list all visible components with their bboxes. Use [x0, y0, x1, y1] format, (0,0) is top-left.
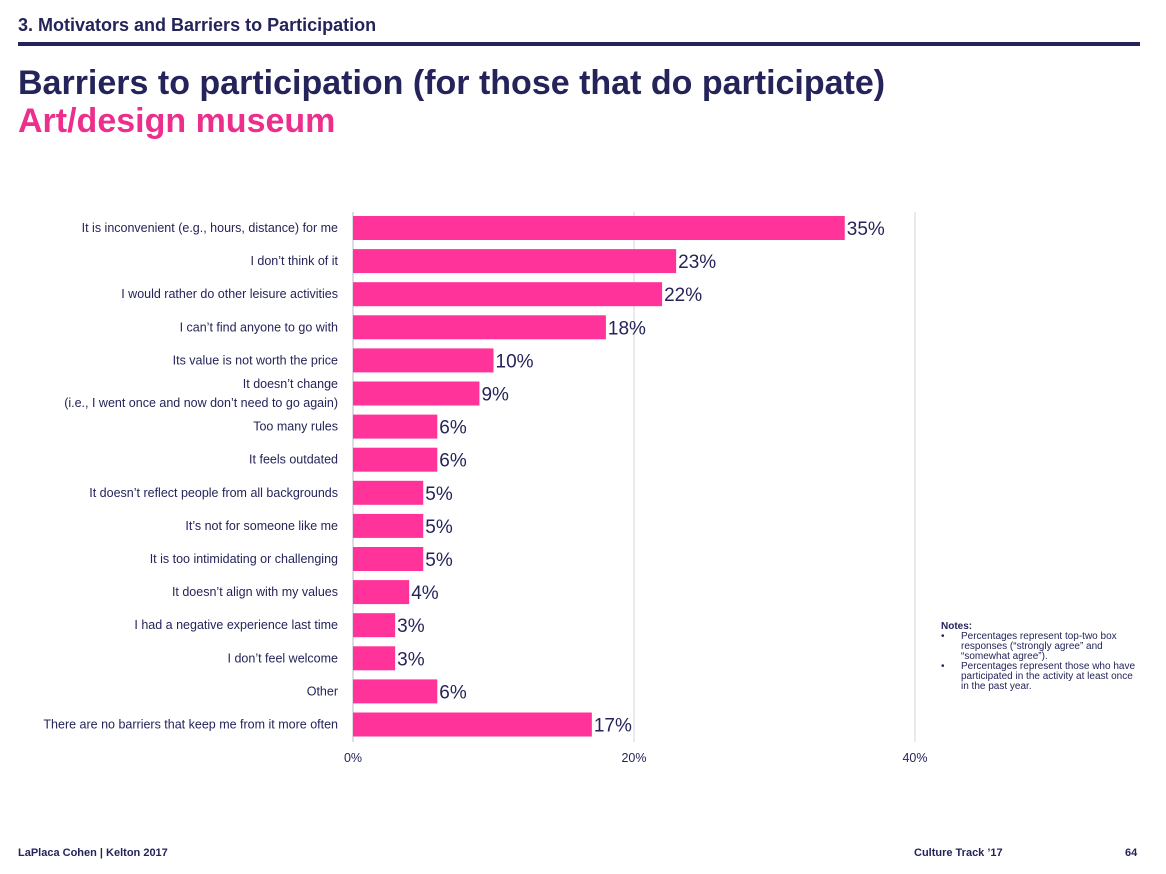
- bar-value-label: 9%: [481, 385, 509, 406]
- bar: [353, 646, 396, 671]
- x-tick-label: 20%: [621, 751, 646, 765]
- notes-item: • Percentages represent those who have pa…: [941, 662, 1141, 692]
- bar-value-label: 17%: [594, 716, 632, 737]
- bar-value-label: 10%: [496, 351, 534, 372]
- notes-title: Notes:: [941, 621, 973, 632]
- category-label: I can’t find anyone to go with: [180, 320, 338, 334]
- bar: [353, 249, 677, 274]
- x-tick-label: 0%: [344, 751, 362, 765]
- header-divider: [18, 42, 1140, 46]
- category-label-line: (i.e., I went once and now don’t need to…: [64, 396, 338, 410]
- bar: [353, 216, 845, 240]
- category-label: I don’t feel welcome: [228, 651, 339, 665]
- bar: [353, 679, 438, 704]
- bar-value-label: 5%: [425, 550, 453, 571]
- bar: [353, 315, 606, 340]
- bar-value-label: 23%: [678, 252, 716, 273]
- category-label: Other: [307, 684, 338, 698]
- category-label: I would rather do other leisure activiti…: [121, 287, 338, 301]
- bullet-icon: •: [941, 631, 945, 642]
- category-label: I had a negative experience last time: [134, 618, 338, 632]
- category-label: Too many rules: [253, 420, 338, 434]
- category-label: Its value is not worth the price: [173, 353, 338, 367]
- bar-value-label: 35%: [847, 219, 885, 240]
- bar: [353, 513, 424, 538]
- bar-value-label: 18%: [608, 318, 646, 339]
- section-header: 3. Motivators and Barriers to Participat…: [18, 15, 377, 35]
- bar: [353, 480, 424, 505]
- notes-item-text: Percentages represent those who have par…: [961, 661, 1135, 692]
- page-title: Barriers to participation (for those tha…: [18, 64, 886, 102]
- bar: [353, 381, 480, 406]
- bar: [353, 547, 424, 571]
- category-label: It is too intimidating or challenging: [150, 552, 338, 566]
- category-label: It doesn’t reflect people from all backg…: [89, 486, 338, 500]
- bar: [353, 712, 592, 737]
- page-number: 64: [1125, 847, 1138, 859]
- bar-value-label: 4%: [411, 583, 439, 604]
- bar: [353, 348, 494, 373]
- bar-value-label: 3%: [397, 616, 425, 637]
- x-tick-label: 40%: [902, 751, 927, 765]
- category-label-line: It doesn’t change: [243, 377, 338, 391]
- notes-box: Notes: • Percentages represent top-two bo…: [941, 622, 1141, 692]
- category-label: It doesn’t align with my values: [172, 585, 338, 599]
- category-label: It is inconvenient (e.g., hours, distanc…: [82, 221, 338, 235]
- footer-credit: LaPlaca Cohen | Kelton 2017: [18, 847, 168, 859]
- category-label: It’s not for someone like me: [185, 519, 338, 533]
- notes-list: • Percentages represent top-two box respo…: [941, 632, 1141, 692]
- bar: [353, 282, 663, 307]
- bar: [353, 447, 438, 472]
- bar-value-label: 3%: [397, 649, 425, 670]
- footer-report-name: Culture Track ’17: [914, 847, 1003, 859]
- category-label: It feels outdated: [249, 453, 338, 467]
- bar: [353, 580, 410, 605]
- category-label: There are no barriers that keep me from …: [43, 718, 338, 732]
- bar-value-label: 22%: [664, 285, 702, 306]
- category-label: It doesn’t change (i.e., I went once and …: [64, 377, 338, 410]
- bar-value-label: 6%: [439, 451, 467, 472]
- category-label: I don’t think of it: [250, 254, 338, 268]
- bar-value-label: 5%: [425, 517, 453, 538]
- bullet-icon: •: [941, 661, 945, 672]
- page-subtitle: Art/design museum: [18, 102, 336, 140]
- notes-item: • Percentages represent top-two box respo…: [941, 632, 1141, 662]
- notes-item-text: Percentages represent top-two box respon…: [961, 631, 1117, 662]
- bar: [353, 613, 396, 638]
- bar-value-label: 6%: [439, 682, 467, 703]
- bar: [353, 414, 438, 439]
- bar-value-label: 6%: [439, 418, 467, 439]
- bar-value-label: 5%: [425, 484, 453, 505]
